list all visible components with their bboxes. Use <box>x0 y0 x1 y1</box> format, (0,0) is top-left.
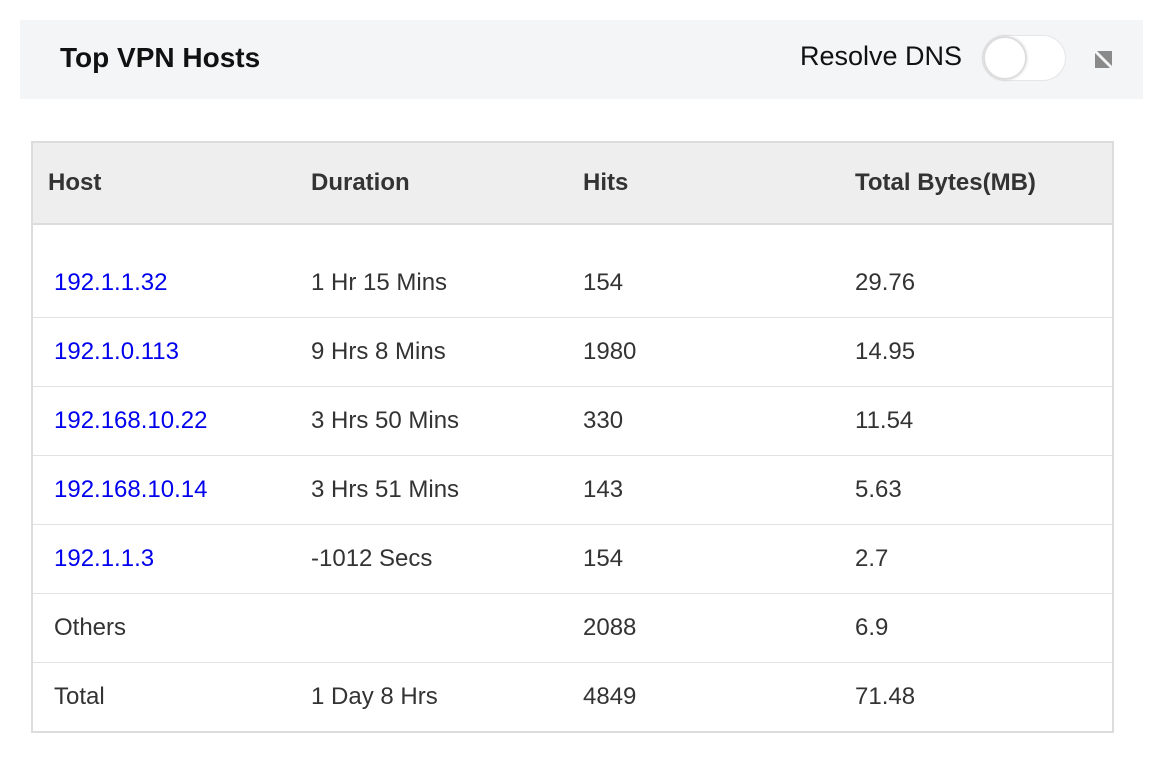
widget-title: Top VPN Hosts <box>60 42 261 73</box>
table-row: Total 1 Day 8 Hrs 4849 71.48 <box>32 662 1113 732</box>
column-header-hits[interactable]: Hits <box>583 142 855 225</box>
cell-total-bytes: 2.7 <box>855 524 1113 594</box>
cell-hits: 154 <box>583 524 855 594</box>
resolve-dns-toggle[interactable] <box>982 35 1066 81</box>
cell-hits: 2088 <box>583 593 855 663</box>
table-header-row: Host Duration Hits Total Bytes(MB) <box>32 142 1113 225</box>
cell-total-bytes: 6.9 <box>855 593 1113 663</box>
vpn-hosts-table: Host Duration Hits Total Bytes(MB) 192.1… <box>31 141 1114 733</box>
cell-hits: 143 <box>583 455 855 525</box>
table-row: 192.1.0.113 9 Hrs 8 Mins 1980 14.95 <box>32 317 1113 387</box>
column-header-host[interactable]: Host <box>32 142 311 225</box>
cell-duration: 3 Hrs 51 Mins <box>311 455 583 525</box>
cell-duration: 1 Day 8 Hrs <box>311 682 438 710</box>
widget-header: Top VPN Hosts Resolve DNS <box>20 20 1143 99</box>
cell-host: 192.1.1.3 <box>32 524 311 594</box>
cell-duration: -1012 Secs <box>311 524 583 594</box>
host-label: Others <box>54 613 127 641</box>
cell-hits: 4849 <box>583 682 637 710</box>
table-row: 192.1.1.32 1 Hr 15 Mins 154 29.76 <box>32 224 1113 318</box>
table-row: 192.1.1.3 -1012 Secs 154 2.7 <box>32 524 1113 594</box>
host-link[interactable]: 192.1.1.3 <box>54 544 155 572</box>
toggle-knob <box>984 37 1026 79</box>
table-row: Others 2088 6.9 <box>32 593 1113 663</box>
host-link[interactable]: 192.1.1.32 <box>54 268 168 296</box>
cell-duration <box>311 593 583 663</box>
cell-hits: 154 <box>583 224 855 318</box>
resolve-dns-label: Resolve DNS <box>800 41 963 71</box>
cell-host: Total <box>32 662 311 732</box>
cell-duration: 1 Hr 15 Mins <box>311 224 583 318</box>
cell-host: 192.1.1.32 <box>32 224 311 318</box>
host-link[interactable]: 192.1.0.113 <box>54 337 180 365</box>
table-row: 192.168.10.22 3 Hrs 50 Mins 330 11.54 <box>32 386 1113 456</box>
cell-total-bytes: 29.76 <box>855 224 1113 318</box>
cell-total-bytes: 14.95 <box>855 317 1113 387</box>
cell-hits: 1980 <box>583 317 855 387</box>
column-header-total-bytes[interactable]: Total Bytes(MB) <box>855 142 1113 225</box>
cell-host: 192.1.0.113 <box>32 317 311 387</box>
cell-host: 192.168.10.14 <box>32 455 311 525</box>
host-label: Total <box>54 682 105 710</box>
column-header-duration[interactable]: Duration <box>311 142 583 225</box>
table-row: 192.168.10.14 3 Hrs 51 Mins 143 5.63 <box>32 455 1113 525</box>
expand-icon[interactable] <box>1095 51 1112 68</box>
cell-host: 192.168.10.22 <box>32 386 311 456</box>
cell-total-bytes: 5.63 <box>855 455 1113 525</box>
cell-total-bytes: 11.54 <box>855 386 1113 456</box>
cell-duration: 3 Hrs 50 Mins <box>311 386 583 456</box>
cell-duration: 9 Hrs 8 Mins <box>311 317 583 387</box>
cell-total-bytes: 71.48 <box>855 682 916 710</box>
cell-host: Others <box>32 593 311 663</box>
host-link[interactable]: 192.168.10.14 <box>54 475 208 503</box>
cell-hits: 330 <box>583 386 855 456</box>
host-link[interactable]: 192.168.10.22 <box>54 406 208 434</box>
